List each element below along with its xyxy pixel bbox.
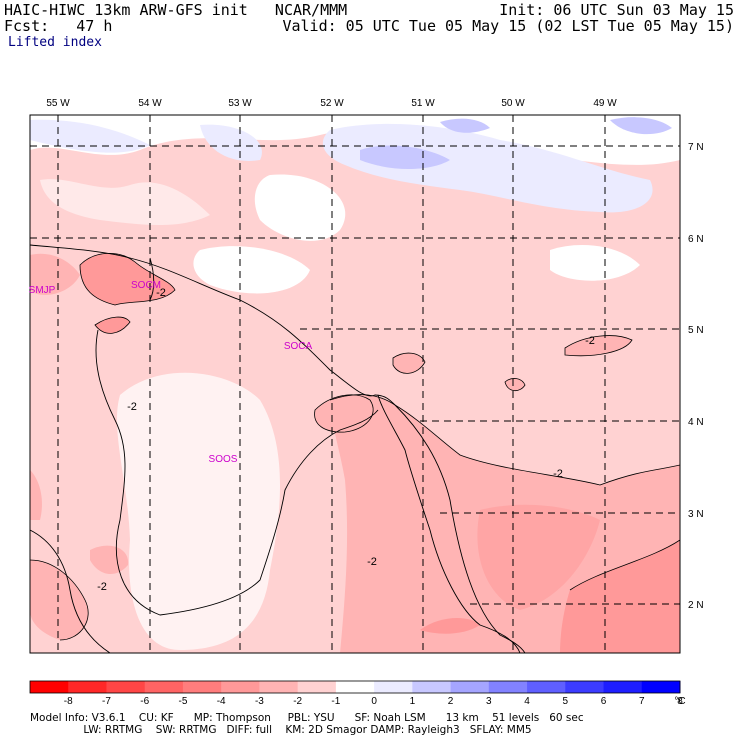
colorbar-swatch	[335, 681, 375, 693]
field-name: Lifted index	[8, 35, 102, 50]
lat-label: 6 N	[688, 234, 704, 245]
lon-label: 52 W	[320, 98, 344, 109]
colorbar-tick-label: 3	[486, 696, 492, 707]
lon-label: 55 W	[46, 98, 70, 109]
colorbar-swatch	[259, 681, 299, 693]
colorbar-swatch	[412, 681, 452, 693]
forecast-hour: Fcst: 47 h	[4, 17, 113, 35]
colorbar-swatch	[374, 681, 413, 693]
colorbar-swatch	[603, 681, 643, 693]
colorbar-unit: °C	[674, 696, 685, 707]
colorbar-tick-label: -5	[178, 696, 187, 707]
colorbar-tick-label: -7	[102, 696, 111, 707]
colorbar-swatch	[30, 681, 69, 693]
valid-time: Valid: 05 UTC Tue 05 May 15 (02 LST Tue …	[282, 17, 734, 35]
colorbar-swatch	[297, 681, 337, 693]
colorbar-swatch	[144, 681, 184, 693]
colorbar-tick-label: 5	[563, 696, 569, 707]
lat-label: 3 N	[688, 509, 704, 520]
contour-label: -2	[367, 556, 377, 568]
contour-label: -2	[553, 468, 563, 480]
contour-label: -2	[156, 287, 166, 299]
lifted-index-field	[30, 115, 680, 653]
model-info-line2: LW: RRTMG SW: RRTMG DIFF: full KM: 2D Sm…	[30, 724, 532, 736]
colorbar	[29, 680, 681, 694]
station-label: SMJP	[29, 285, 56, 296]
colorbar-ticks: -8 -7 -6 -5 -4 -3 -2 -1 0 1 2 3 4 5 6 7 8	[64, 696, 683, 707]
colorbar-tick-label: 0	[371, 696, 377, 707]
colorbar-tick-label: -6	[140, 696, 149, 707]
lon-label: 50 W	[501, 98, 525, 109]
contour-lines	[30, 252, 680, 641]
colorbar-swatch	[182, 681, 222, 693]
colorbar-swatch	[488, 681, 528, 693]
lon-label: 49 W	[593, 98, 617, 109]
colorbar-swatch	[527, 681, 566, 693]
colorbar-swatch	[68, 681, 107, 693]
lat-label: 2 N	[688, 600, 704, 611]
lon-label: 53 W	[228, 98, 252, 109]
contour-label: -2	[585, 335, 595, 347]
colorbar-tick-label: -3	[255, 696, 264, 707]
colorbar-tick-label: 1	[410, 696, 416, 707]
colorbar-tick-label: 7	[639, 696, 645, 707]
colorbar-tick-label: -2	[293, 696, 302, 707]
colorbar-frame	[29, 680, 681, 694]
contour-label: -2	[127, 401, 137, 413]
model-info-line1: Model Info: V3.6.1 CU: KF MP: Thompson P…	[30, 712, 584, 724]
colorbar-tick-label: -1	[331, 696, 340, 707]
colorbar-tick-label: 4	[524, 696, 530, 707]
model-title: HAIC-HIWC 13km ARW-GFS init NCAR/MMM	[4, 1, 348, 19]
station-label: SOOS	[209, 454, 238, 465]
station-label: SOCA	[284, 341, 313, 352]
colorbar-swatch	[106, 681, 146, 693]
map-frame	[29, 114, 681, 654]
lon-label: 54 W	[138, 98, 162, 109]
station-label: SOCM	[131, 280, 161, 291]
coastline-borders	[30, 244, 526, 653]
graticule	[30, 115, 680, 653]
colorbar-swatch	[565, 681, 605, 693]
colorbar-tick-label: 2	[448, 696, 454, 707]
lat-label: 4 N	[688, 417, 704, 428]
init-time: Init: 06 UTC Sun 03 May 15	[499, 1, 734, 19]
colorbar-swatch	[221, 681, 260, 693]
lat-label: 5 N	[688, 325, 704, 336]
contour-label: -2	[97, 581, 107, 593]
colorbar-swatch	[450, 681, 490, 693]
colorbar-tick-label: -8	[64, 696, 73, 707]
colorbar-tick-label: 8	[677, 696, 683, 707]
lat-label: 7 N	[688, 142, 704, 153]
colorbar-swatch	[641, 681, 681, 693]
lon-label: 51 W	[411, 98, 435, 109]
colorbar-tick-label: 6	[601, 696, 607, 707]
colorbar-tick-label: -4	[217, 696, 226, 707]
